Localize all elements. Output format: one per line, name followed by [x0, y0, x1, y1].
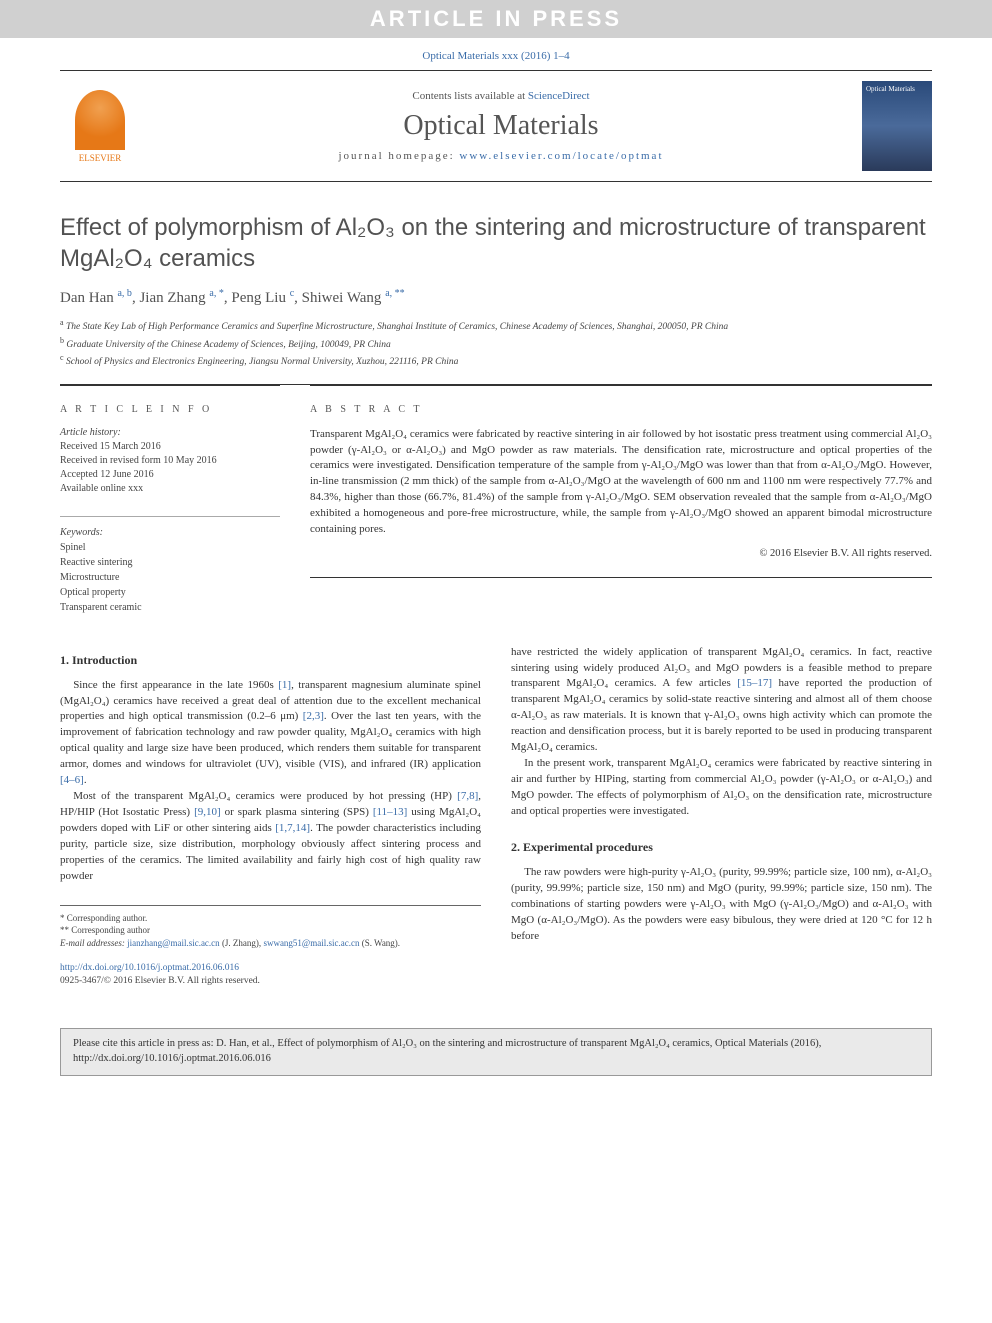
affiliation-b: b Graduate University of the Chinese Aca… [60, 335, 932, 352]
affiliations: a The State Key Lab of High Performance … [60, 317, 932, 369]
corresponding-author-1: * Corresponding author. [60, 912, 481, 925]
footnotes: * Corresponding author. ** Corresponding… [60, 905, 481, 988]
section-heading-intro: 1. Introduction [60, 653, 481, 668]
article-info-label: A R T I C L E I N F O [60, 404, 280, 415]
keyword: Transparent ceramic [60, 600, 280, 615]
citation-box: Please cite this article in press as: D.… [60, 1028, 932, 1075]
history-received: Received 15 March 2016 [60, 440, 280, 454]
homepage-link[interactable]: www.elsevier.com/locate/optmat [459, 150, 663, 162]
keyword: Optical property [60, 585, 280, 600]
elsevier-logo: ELSEVIER [60, 81, 140, 171]
author-list: Dan Han a, b, Jian Zhang a, *, Peng Liu … [60, 288, 932, 307]
contents-available: Contents lists available at ScienceDirec… [140, 90, 862, 102]
citation-line: Optical Materials xxx (2016) 1–4 [0, 38, 992, 70]
history-label: Article history: [60, 427, 280, 438]
email-addresses: E-mail addresses: jianzhang@mail.sic.ac.… [60, 937, 481, 950]
keyword: Reactive sintering [60, 555, 280, 570]
keywords-label: Keywords: [60, 527, 280, 538]
right-column: have restricted the widely application o… [511, 645, 932, 989]
email-name-1: (J. Zhang), [222, 938, 261, 948]
section-heading-experimental: 2. Experimental procedures [511, 840, 932, 855]
doi-link[interactable]: http://dx.doi.org/10.1016/j.optmat.2016.… [60, 963, 239, 973]
history-online: Available online xxx [60, 482, 280, 496]
homepage-prefix: journal homepage: [339, 150, 460, 162]
history-accepted: Accepted 12 June 2016 [60, 468, 280, 482]
journal-header: ELSEVIER Contents lists available at Sci… [60, 70, 932, 182]
corresponding-author-2: ** Corresponding author [60, 924, 481, 937]
abstract-rule [310, 577, 932, 578]
abstract-column: A B S T R A C T Transparent MgAl₂O₄ cera… [310, 385, 932, 615]
elsevier-tree-icon [75, 90, 125, 150]
affiliation-c: c School of Physics and Electronics Engi… [60, 352, 932, 369]
intro-paragraph-4: In the present work, transparent MgAl₂O₄… [511, 756, 932, 820]
intro-paragraph-2: Most of the transparent MgAl₂O₄ ceramics… [60, 789, 481, 885]
email-link-1[interactable]: jianzhang@mail.sic.ac.cn [127, 938, 220, 948]
article-in-press-banner: ARTICLE IN PRESS [0, 0, 992, 38]
email-link-2[interactable]: swwang51@mail.sic.ac.cn [263, 938, 359, 948]
experimental-paragraph-1: The raw powders were high-purity γ-Al₂O₃… [511, 865, 932, 945]
article-title: Effect of polymorphism of Al₂O₃ on the s… [60, 212, 932, 274]
abstract-copyright: © 2016 Elsevier B.V. All rights reserved… [310, 548, 932, 559]
contents-prefix: Contents lists available at [412, 90, 527, 102]
abstract-text: Transparent MgAl₂O₄ ceramics were fabric… [310, 427, 932, 539]
issn-copyright: 0925-3467/© 2016 Elsevier B.V. All right… [60, 976, 260, 986]
left-column: 1. Introduction Since the first appearan… [60, 645, 481, 989]
journal-name: Optical Materials [140, 110, 862, 142]
abstract-label: A B S T R A C T [310, 404, 932, 415]
sciencedirect-link[interactable]: ScienceDirect [528, 90, 590, 102]
email-label: E-mail addresses: [60, 938, 125, 948]
keyword: Microstructure [60, 570, 280, 585]
affiliation-a: a The State Key Lab of High Performance … [60, 317, 932, 334]
doi-block: http://dx.doi.org/10.1016/j.optmat.2016.… [60, 962, 481, 989]
journal-cover-thumbnail: Optical Materials [862, 81, 932, 171]
article-info-column: A R T I C L E I N F O Article history: R… [60, 385, 280, 615]
intro-paragraph-3: have restricted the widely application o… [511, 645, 932, 757]
journal-homepage: journal homepage: www.elsevier.com/locat… [140, 150, 862, 162]
history-revised: Received in revised form 10 May 2016 [60, 454, 280, 468]
publisher-name: ELSEVIER [79, 153, 122, 163]
keyword: Spinel [60, 540, 280, 555]
intro-paragraph-1: Since the first appearance in the late 1… [60, 678, 481, 790]
email-name-2: (S. Wang). [362, 938, 400, 948]
body-columns: 1. Introduction Since the first appearan… [60, 645, 932, 989]
